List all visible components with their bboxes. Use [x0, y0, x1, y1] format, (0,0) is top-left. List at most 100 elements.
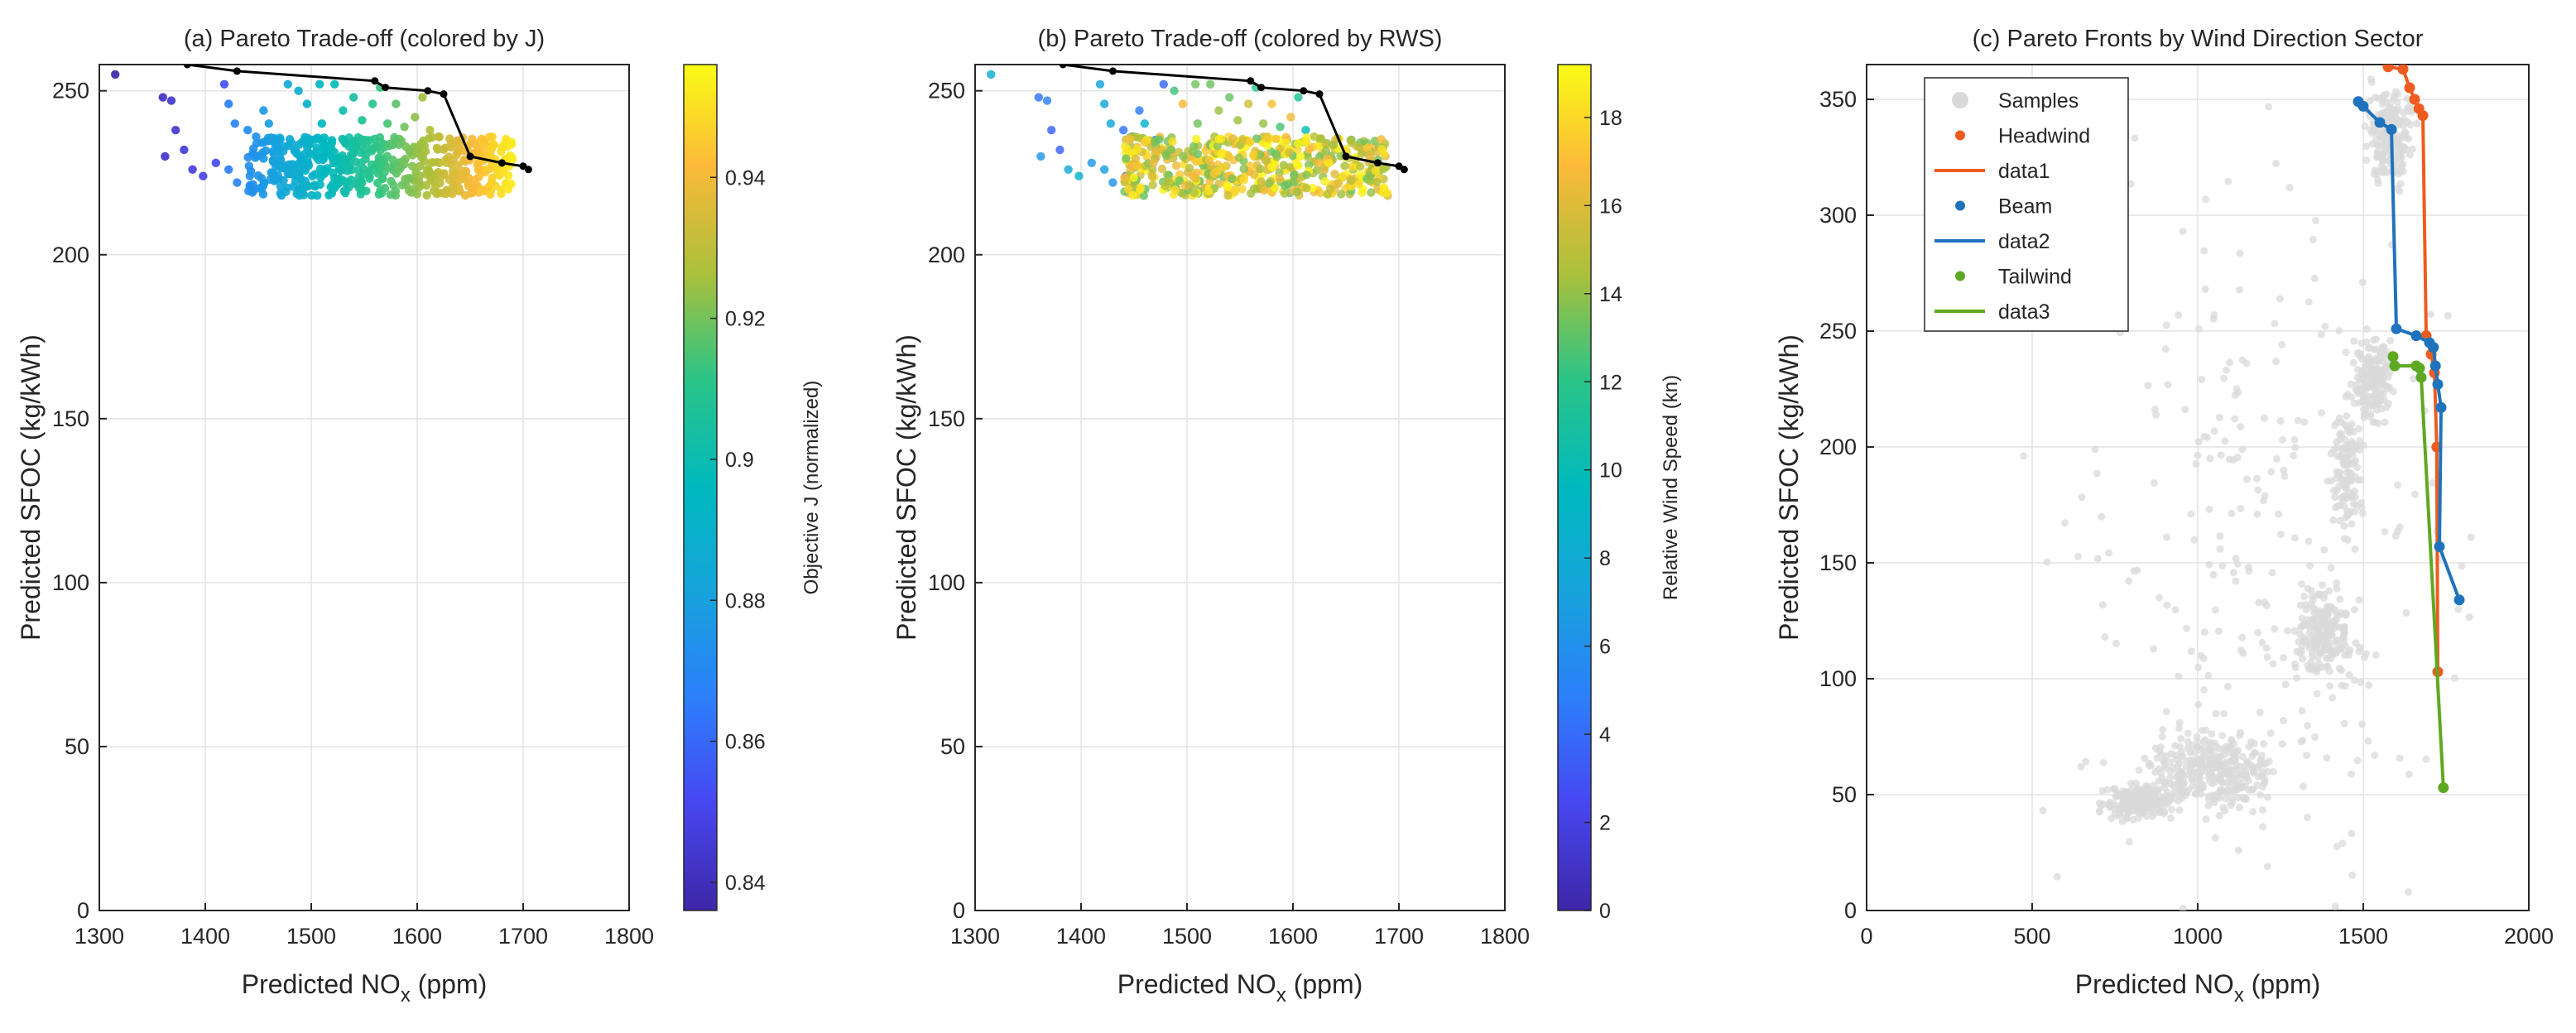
scatter-point — [1301, 126, 1310, 135]
sample-point — [2236, 286, 2243, 294]
sample-point — [2124, 789, 2132, 797]
sample-point — [2199, 738, 2208, 746]
sample-point — [2241, 794, 2249, 802]
sample-point — [2262, 602, 2271, 610]
sample-point — [2242, 757, 2251, 766]
series-point-beam — [2432, 378, 2444, 390]
scatter-point — [368, 99, 377, 108]
y-tick-label: 200 — [52, 243, 89, 267]
sample-point — [2379, 132, 2387, 141]
scatter-point — [452, 151, 461, 160]
sample-point — [2358, 720, 2366, 728]
x-tick-label: 1300 — [74, 924, 124, 949]
scatter-point — [1135, 106, 1144, 115]
sample-point — [2351, 545, 2359, 553]
sample-point — [2298, 614, 2306, 622]
colorbar-tick-label: 2 — [1599, 812, 1611, 835]
sample-point — [2333, 468, 2341, 476]
sample-point — [2310, 632, 2319, 641]
scatter-point — [1207, 161, 1216, 171]
scatter-point — [1285, 148, 1294, 157]
scatter-point — [230, 119, 239, 128]
sample-point — [2145, 759, 2153, 767]
scatter-point — [449, 180, 458, 190]
scatter-point — [281, 187, 291, 196]
sample-point — [2337, 623, 2345, 632]
sample-point — [2336, 516, 2344, 525]
x-tick-label: 1500 — [286, 924, 336, 949]
sample-point — [2213, 762, 2222, 771]
sample-point — [2237, 423, 2245, 431]
sample-point — [2338, 494, 2346, 502]
sample-point — [2367, 75, 2375, 84]
scatter-point — [348, 150, 358, 159]
sample-point — [2174, 796, 2182, 805]
sample-point — [2258, 772, 2266, 781]
sample-point — [2335, 414, 2343, 422]
sample-point — [2155, 765, 2163, 773]
sample-point — [2215, 811, 2223, 819]
sample-point — [2341, 435, 2349, 444]
sample-point — [2343, 475, 2352, 483]
sample-point — [2205, 755, 2213, 763]
scatter-point — [1263, 141, 1272, 151]
scatter-point — [180, 145, 189, 155]
sample-point — [2222, 758, 2230, 766]
series-point-headwind — [2404, 82, 2415, 94]
scatter-point — [440, 188, 449, 197]
scatter-point — [473, 165, 483, 175]
scatter-point — [303, 133, 312, 142]
series-point-tailwind — [2387, 351, 2399, 363]
scatter-point — [303, 156, 312, 165]
sample-point — [2131, 134, 2139, 142]
sample-point — [2198, 765, 2206, 773]
scatter-point — [283, 79, 292, 89]
pareto-front-line — [187, 65, 530, 171]
scatter-point — [1270, 183, 1280, 192]
y-tick-label: 250 — [52, 79, 89, 103]
legend-label: Samples — [1998, 89, 2079, 113]
scatter-point — [341, 185, 350, 195]
sample-point — [2091, 445, 2099, 454]
legend-marker-dot — [1952, 92, 1968, 108]
sample-point — [2338, 476, 2346, 483]
sample-point — [2212, 709, 2220, 718]
scatter-point — [211, 158, 220, 167]
sample-point — [2409, 145, 2416, 153]
sample-point — [2364, 361, 2372, 369]
scatter-point — [334, 164, 344, 173]
series-point-tailwind — [2414, 363, 2425, 374]
sample-point — [2193, 755, 2201, 763]
sample-point — [2139, 808, 2147, 816]
scatter-point — [421, 147, 430, 156]
scatter-point — [259, 106, 268, 115]
sample-point — [2175, 311, 2183, 320]
scatter-point — [338, 134, 347, 144]
sample-point — [2167, 814, 2175, 822]
sample-point — [2163, 601, 2171, 609]
panel-b-ticks: 1300 1400 1500 1600 1700 1800 0 50 100 150 200 250 — [928, 79, 1530, 949]
scatter-point — [224, 99, 233, 108]
scatter-point — [1055, 145, 1065, 155]
sample-point — [2271, 625, 2279, 633]
sample-point — [2284, 627, 2292, 635]
scatter-point — [1175, 176, 1185, 185]
sample-point — [2348, 420, 2356, 428]
sample-point — [2353, 464, 2362, 471]
sample-point — [2344, 512, 2353, 520]
sample-point — [2340, 502, 2348, 511]
sample-point — [2354, 425, 2362, 433]
sample-point — [2341, 682, 2349, 690]
scatter-point — [244, 161, 253, 171]
sample-point — [2256, 790, 2265, 799]
scatter-point — [446, 160, 456, 169]
sample-point — [2327, 477, 2335, 485]
scatter-point — [270, 174, 279, 184]
scatter-point — [1042, 96, 1052, 105]
sample-point — [2257, 752, 2266, 760]
scatter-point — [435, 132, 444, 142]
sample-point — [2236, 771, 2243, 779]
sample-point — [2141, 754, 2149, 762]
sample-point — [2357, 372, 2365, 380]
sample-point — [2256, 709, 2264, 717]
